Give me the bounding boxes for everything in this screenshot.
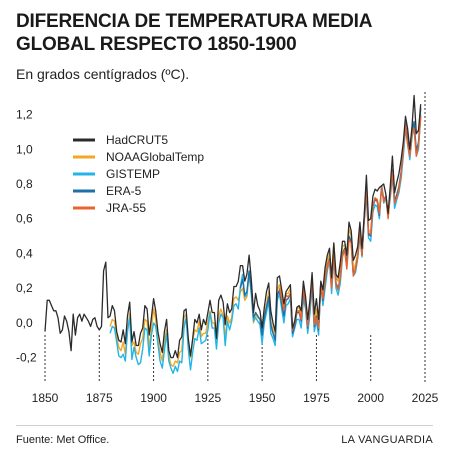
y-tick-label: 1,2	[16, 108, 33, 122]
x-tick-label: 1900	[140, 391, 167, 405]
brand-logo: LA VANGUARDIA	[341, 434, 433, 446]
series-line-era-5	[239, 107, 422, 341]
x-tick-label: 2000	[357, 391, 384, 405]
x-tick-label: 1875	[86, 391, 113, 405]
x-tick-label: 1950	[249, 391, 276, 405]
footer-divider	[16, 425, 433, 426]
legend: HadCRUT5 NOAAGlobalTemp GISTEMP ERA-5 JRA-55	[73, 133, 204, 215]
chart-subtitle: En grados centígrados (ºC).	[16, 66, 190, 82]
y-tick-label: -0,2	[16, 351, 37, 365]
y-tick-label: 0,2	[16, 281, 33, 295]
series-line-hadcrut5	[44, 94, 422, 359]
legend-label: JRA-55	[106, 201, 146, 215]
legend-label: GISTEMP	[106, 167, 160, 181]
x-tick-label: 2025	[412, 391, 439, 405]
legend-label: NOAAGlobalTemp	[106, 150, 204, 164]
y-tick-label: 0,0	[16, 316, 33, 330]
x-tick-label: 1850	[32, 391, 59, 405]
legend-label: HadCRUT5	[106, 133, 168, 147]
series-lines	[44, 94, 422, 374]
series-line-jra-55	[278, 116, 422, 331]
source-note: Fuente: Met Office.	[16, 434, 110, 446]
y-tick-label: 0,4	[16, 246, 33, 260]
chart-title: DIFERENCIA DE TEMPERATURA MEDIA GLOBAL R…	[16, 11, 372, 55]
vertical-guides	[44, 92, 426, 383]
series-line-gistemp	[109, 114, 422, 374]
y-tick-label: 0,8	[16, 177, 33, 191]
x-axis-ticks: 1850 1875 1900 1925 1950 1975 2000 2025	[32, 391, 439, 405]
x-tick-label: 1975	[303, 391, 330, 405]
y-tick-label: 0,6	[16, 212, 33, 226]
y-tick-label: 1,0	[16, 142, 33, 156]
x-tick-label: 1925	[195, 391, 222, 405]
y-axis-ticks: -0,2 0,0 0,2 0,4 0,6 0,8 1,0 1,2	[16, 108, 37, 365]
temperature-chart: -0,2 0,0 0,2 0,4 0,6 0,8 1,0 1,2 1850 1875 1900 19…	[16, 92, 439, 405]
legend-label: ERA-5	[106, 184, 142, 198]
